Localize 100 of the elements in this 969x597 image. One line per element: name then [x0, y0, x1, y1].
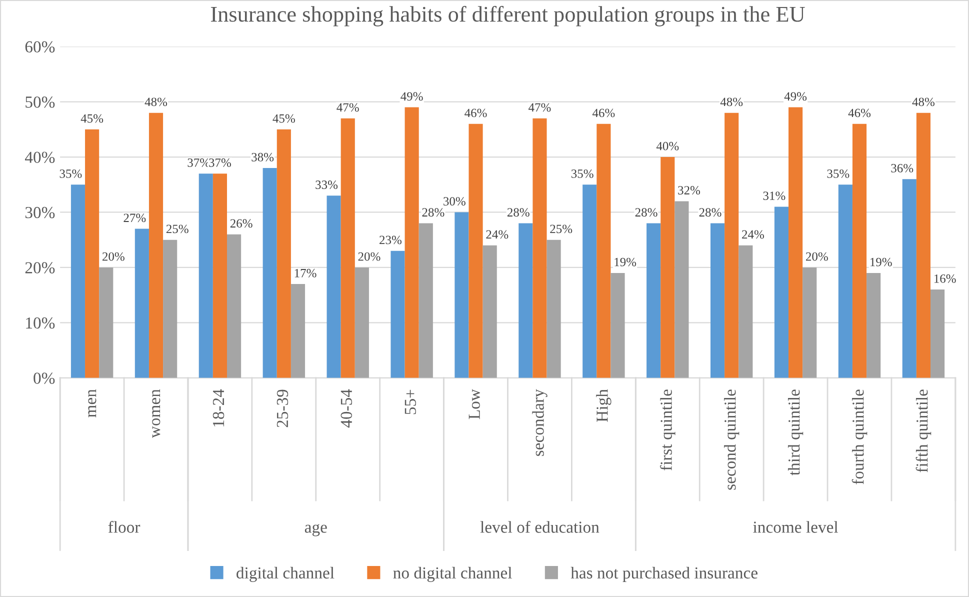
bar [674, 201, 689, 378]
x-tick-label: women [152, 389, 160, 438]
bar [610, 272, 625, 378]
x-tick-label: men [88, 389, 96, 418]
data-label: 23% [380, 236, 402, 244]
bar [70, 184, 86, 378]
y-tick-label: 60% [25, 41, 55, 53]
x-tick-label: fourth quintile [852, 390, 868, 484]
y-tick-label: 30% [25, 206, 55, 218]
data-label: 46% [464, 108, 487, 118]
bar [710, 223, 725, 378]
data-label: 47% [528, 103, 551, 112]
data-label: 48% [144, 98, 168, 106]
bar [916, 112, 930, 378]
data-label: 35% [60, 169, 82, 178]
data-label: 28% [699, 208, 722, 217]
legend-label: has not purchased insurance [570, 566, 758, 582]
bar [518, 223, 533, 378]
data-label: 26% [230, 219, 252, 228]
x-tick-label: fifth quintile [916, 390, 932, 472]
bar [290, 284, 306, 378]
bar [148, 112, 164, 378]
data-label: 28% [507, 208, 530, 217]
bar [852, 124, 867, 378]
bar [227, 234, 242, 378]
data-label: 28% [422, 208, 444, 217]
y-tick-label: 10% [26, 317, 55, 329]
x-tick-label: third quintile [788, 390, 804, 476]
data-label: 27% [124, 214, 146, 222]
bar [99, 267, 114, 378]
x-tick-label: first quintile [660, 390, 676, 470]
bar [454, 212, 469, 378]
bar [788, 107, 803, 378]
data-label: 25% [550, 224, 572, 234]
data-label: 35% [827, 169, 850, 178]
bar [738, 245, 753, 378]
data-label: 38% [252, 152, 274, 162]
x-tick-label: 40-54 [340, 389, 352, 428]
data-label: 20% [806, 252, 828, 261]
data-label: 37% [209, 158, 231, 167]
data-label: 17% [294, 268, 316, 278]
bar [724, 112, 739, 378]
bar [404, 107, 419, 378]
bar [326, 196, 341, 378]
text: floor [108, 520, 140, 533]
bar [85, 129, 100, 378]
bar [660, 157, 675, 378]
bar [596, 124, 611, 378]
x-tick-label: 55+ [404, 390, 416, 414]
data-label: 45% [272, 114, 295, 123]
bar [774, 206, 789, 378]
data-label: 36% [891, 164, 914, 172]
bar [354, 267, 369, 378]
bar [163, 240, 178, 378]
x-tick-label: Low [468, 389, 480, 420]
bar [866, 272, 881, 378]
bar [418, 223, 433, 378]
data-label: 35% [571, 169, 594, 178]
data-label: 25% [166, 224, 188, 234]
bar [276, 129, 291, 378]
data-label: 46% [592, 108, 615, 118]
bar [134, 228, 149, 378]
data-label: 19% [870, 258, 892, 266]
y-tick-label: 50% [26, 96, 55, 108]
bar [390, 250, 405, 378]
data-label: 45% [80, 114, 104, 123]
legend-label: no digital channel [393, 566, 512, 582]
bar [546, 240, 561, 378]
y-tick-label: 40% [24, 152, 55, 164]
data-label: 20% [358, 252, 380, 261]
bar [212, 174, 227, 378]
text: age [304, 524, 327, 536]
data-label: 28% [635, 208, 658, 217]
text: income level [753, 521, 838, 533]
legend-label: digital channel [236, 566, 334, 582]
chart-title: Insurance shopping habits of different population groups in the EU [210, 6, 805, 26]
y-tick-label: 20% [25, 262, 55, 274]
data-label: 33% [316, 180, 338, 189]
data-label: 19% [614, 258, 636, 266]
data-label: 49% [400, 92, 423, 101]
bar [198, 174, 213, 378]
x-tick-label: second quintile [724, 390, 740, 490]
data-label: 20% [102, 252, 124, 261]
bar [802, 267, 817, 378]
text: level of education [480, 520, 600, 533]
data-label: 48% [912, 98, 934, 106]
data-label: 40% [656, 142, 679, 150]
bar [902, 179, 916, 378]
data-label: 48% [720, 98, 743, 106]
bar [646, 223, 661, 378]
data-label: 24% [742, 230, 764, 239]
data-label: 24% [486, 230, 508, 239]
bar [532, 118, 547, 378]
x-tick-label: 18-24 [212, 389, 224, 426]
bar [468, 124, 483, 378]
data-label: 30% [444, 197, 466, 206]
bar [482, 245, 497, 378]
x-tick-label: 25-39 [276, 390, 288, 428]
x-tick-label: High [596, 389, 612, 422]
data-label: 47% [336, 103, 359, 112]
